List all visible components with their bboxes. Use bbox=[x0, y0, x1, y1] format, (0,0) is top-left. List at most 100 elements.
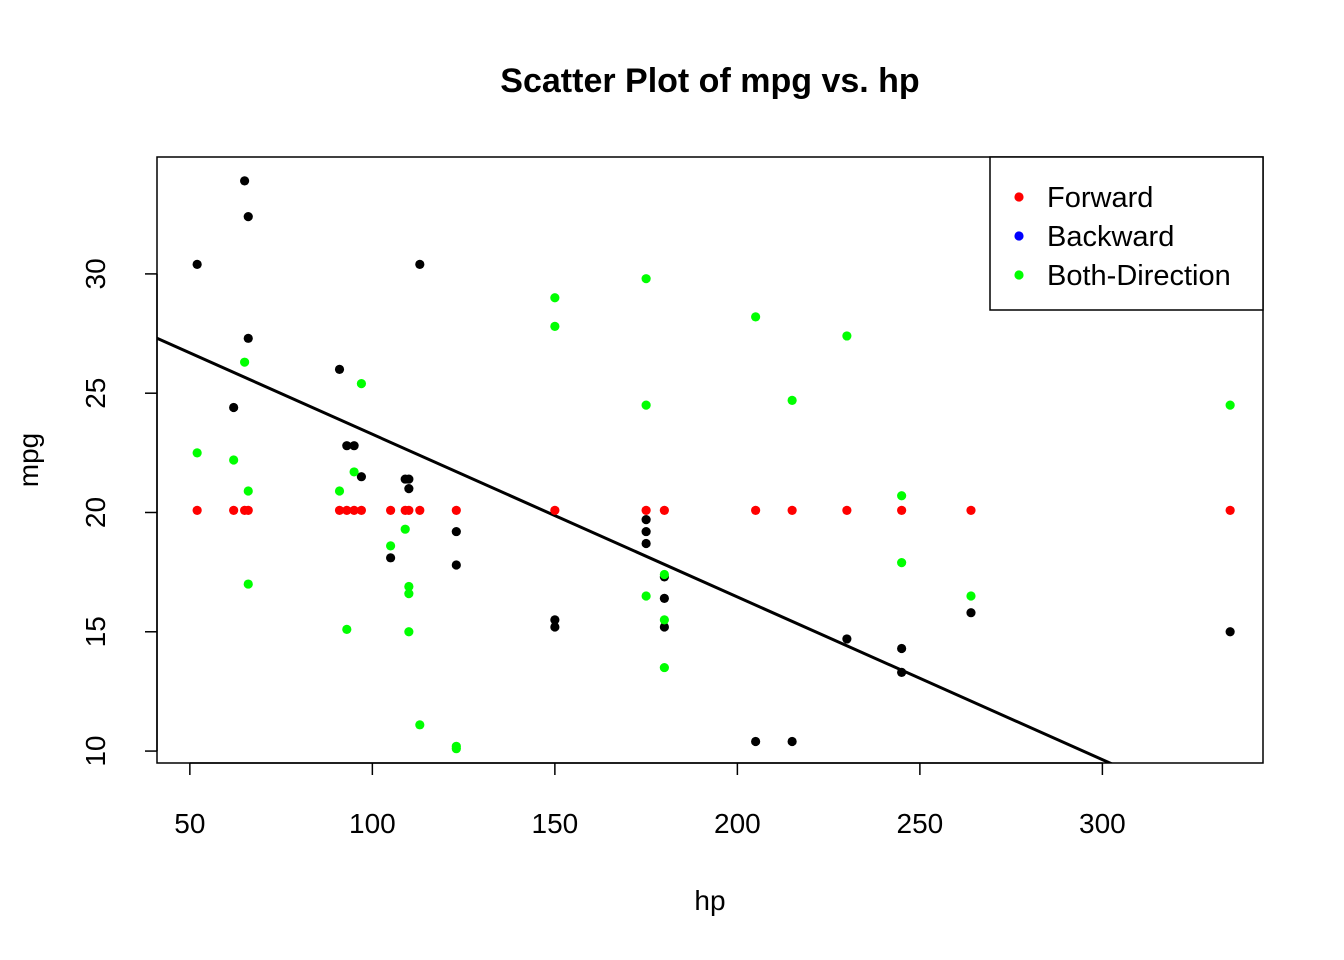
data-point-s0-6 bbox=[342, 441, 352, 451]
data-point-s1-5 bbox=[342, 505, 352, 515]
legend-label-1: Backward bbox=[1047, 221, 1174, 253]
data-point-s1-11 bbox=[415, 505, 425, 515]
legend-marker-1 bbox=[1014, 231, 1024, 241]
data-point-s3-23 bbox=[659, 615, 669, 625]
chart-title: Scatter Plot of mpg vs. hp bbox=[500, 62, 919, 100]
data-point-s3-11 bbox=[404, 581, 414, 592]
data-point-s3-27 bbox=[842, 331, 852, 341]
x-tick-label: 100 bbox=[349, 808, 396, 839]
data-point-s3-7 bbox=[349, 467, 359, 477]
data-point-s0-24 bbox=[751, 736, 761, 747]
legend-label-2: Both-Direction bbox=[1047, 260, 1231, 292]
data-point-s0-18 bbox=[641, 515, 651, 525]
data-point-s0-28 bbox=[897, 667, 907, 677]
y-tick-label: 25 bbox=[80, 378, 111, 409]
data-point-s1-3 bbox=[243, 505, 253, 515]
data-point-s3-10 bbox=[400, 524, 410, 534]
data-point-s0-19 bbox=[641, 526, 651, 537]
regression-line bbox=[157, 336, 1114, 763]
data-point-s3-1 bbox=[229, 455, 239, 465]
data-point-s3-9 bbox=[386, 541, 396, 551]
x-tick-label: 250 bbox=[897, 808, 944, 839]
y-tick-label: 30 bbox=[80, 258, 111, 289]
data-point-s3-12 bbox=[404, 589, 414, 599]
legend-marker-2 bbox=[1014, 270, 1024, 280]
legend-box bbox=[989, 156, 1264, 311]
data-point-s1-17 bbox=[787, 505, 797, 515]
data-point-s1-4 bbox=[334, 505, 345, 515]
data-point-s3-25 bbox=[751, 312, 761, 322]
data-point-s0-27 bbox=[897, 643, 907, 654]
data-point-s0-14 bbox=[451, 526, 461, 537]
x-axis-label: hp bbox=[694, 885, 725, 916]
data-point-s1-16 bbox=[751, 505, 761, 515]
data-point-s3-30 bbox=[966, 591, 976, 601]
data-point-s3-18 bbox=[550, 321, 560, 331]
legend-label-0: Forward bbox=[1047, 182, 1153, 214]
data-point-s0-15 bbox=[451, 560, 461, 570]
data-point-s1-20 bbox=[966, 505, 976, 515]
data-point-s0-11 bbox=[404, 474, 414, 484]
data-point-s3-21 bbox=[641, 591, 651, 601]
data-point-s3-16 bbox=[451, 744, 461, 754]
data-point-s3-13 bbox=[404, 627, 414, 637]
data-point-s0-1 bbox=[229, 402, 239, 413]
data-point-s1-19 bbox=[897, 505, 907, 515]
y-tick-label: 10 bbox=[80, 735, 111, 766]
data-point-s3-4 bbox=[243, 579, 253, 589]
data-point-s0-22 bbox=[659, 593, 669, 603]
data-point-s0-13 bbox=[415, 259, 425, 269]
data-point-s3-26 bbox=[787, 395, 797, 405]
data-point-s0-26 bbox=[842, 634, 852, 644]
data-point-s1-8 bbox=[386, 505, 396, 515]
data-point-s3-28 bbox=[897, 491, 907, 501]
y-axis: 10 15 20 25 30 bbox=[80, 258, 158, 767]
data-point-s3-22 bbox=[659, 569, 669, 580]
legend-marker-0 bbox=[1014, 192, 1024, 202]
data-point-s3-3 bbox=[243, 486, 253, 496]
data-point-s1-14 bbox=[641, 505, 651, 515]
y-tick-label: 15 bbox=[80, 616, 111, 647]
data-point-s1-18 bbox=[842, 505, 852, 515]
data-point-s1-13 bbox=[550, 505, 560, 515]
x-tick-label: 200 bbox=[714, 808, 761, 839]
data-point-s3-14 bbox=[415, 720, 425, 730]
data-point-s0-8 bbox=[356, 472, 367, 482]
data-point-s1-15 bbox=[659, 505, 669, 515]
data-point-s0-4 bbox=[243, 333, 253, 343]
data-point-s0-12 bbox=[404, 484, 414, 494]
data-point-s1-12 bbox=[451, 505, 461, 515]
data-point-s3-24 bbox=[659, 662, 669, 673]
data-point-s0-3 bbox=[243, 212, 253, 222]
data-point-s3-5 bbox=[334, 486, 345, 496]
data-point-s3-31 bbox=[1225, 400, 1235, 410]
data-point-s3-20 bbox=[641, 400, 651, 410]
points-layer bbox=[157, 176, 1235, 763]
data-point-s3-19 bbox=[641, 274, 651, 284]
legend: Forward Backward Both-Direction bbox=[989, 156, 1264, 311]
data-point-s3-0 bbox=[192, 448, 202, 458]
data-point-s0-20 bbox=[641, 538, 651, 549]
data-point-s1-10 bbox=[404, 505, 414, 515]
data-point-s0-30 bbox=[1225, 627, 1235, 637]
data-point-s0-16 bbox=[550, 615, 560, 625]
x-axis: 50 100 150 200 250 300 bbox=[174, 762, 1126, 839]
x-tick-label: 50 bbox=[174, 808, 205, 839]
data-point-s0-25 bbox=[787, 736, 797, 747]
data-point-s1-6 bbox=[349, 505, 359, 515]
data-point-s0-7 bbox=[349, 441, 359, 451]
data-point-s0-23 bbox=[659, 622, 669, 632]
x-tick-label: 300 bbox=[1079, 808, 1126, 839]
data-point-s0-9 bbox=[386, 553, 396, 563]
data-point-s0-0 bbox=[192, 259, 202, 269]
data-point-s1-1 bbox=[229, 505, 239, 515]
data-point-s3-2 bbox=[240, 357, 250, 367]
data-point-s3-17 bbox=[550, 293, 560, 303]
data-point-s0-5 bbox=[334, 364, 345, 374]
data-point-s0-17 bbox=[550, 622, 560, 632]
y-tick-label: 20 bbox=[80, 497, 111, 528]
data-point-s3-8 bbox=[356, 379, 367, 389]
data-point-s1-7 bbox=[356, 505, 367, 515]
data-point-s3-6 bbox=[342, 624, 352, 634]
data-point-s1-0 bbox=[192, 505, 202, 515]
